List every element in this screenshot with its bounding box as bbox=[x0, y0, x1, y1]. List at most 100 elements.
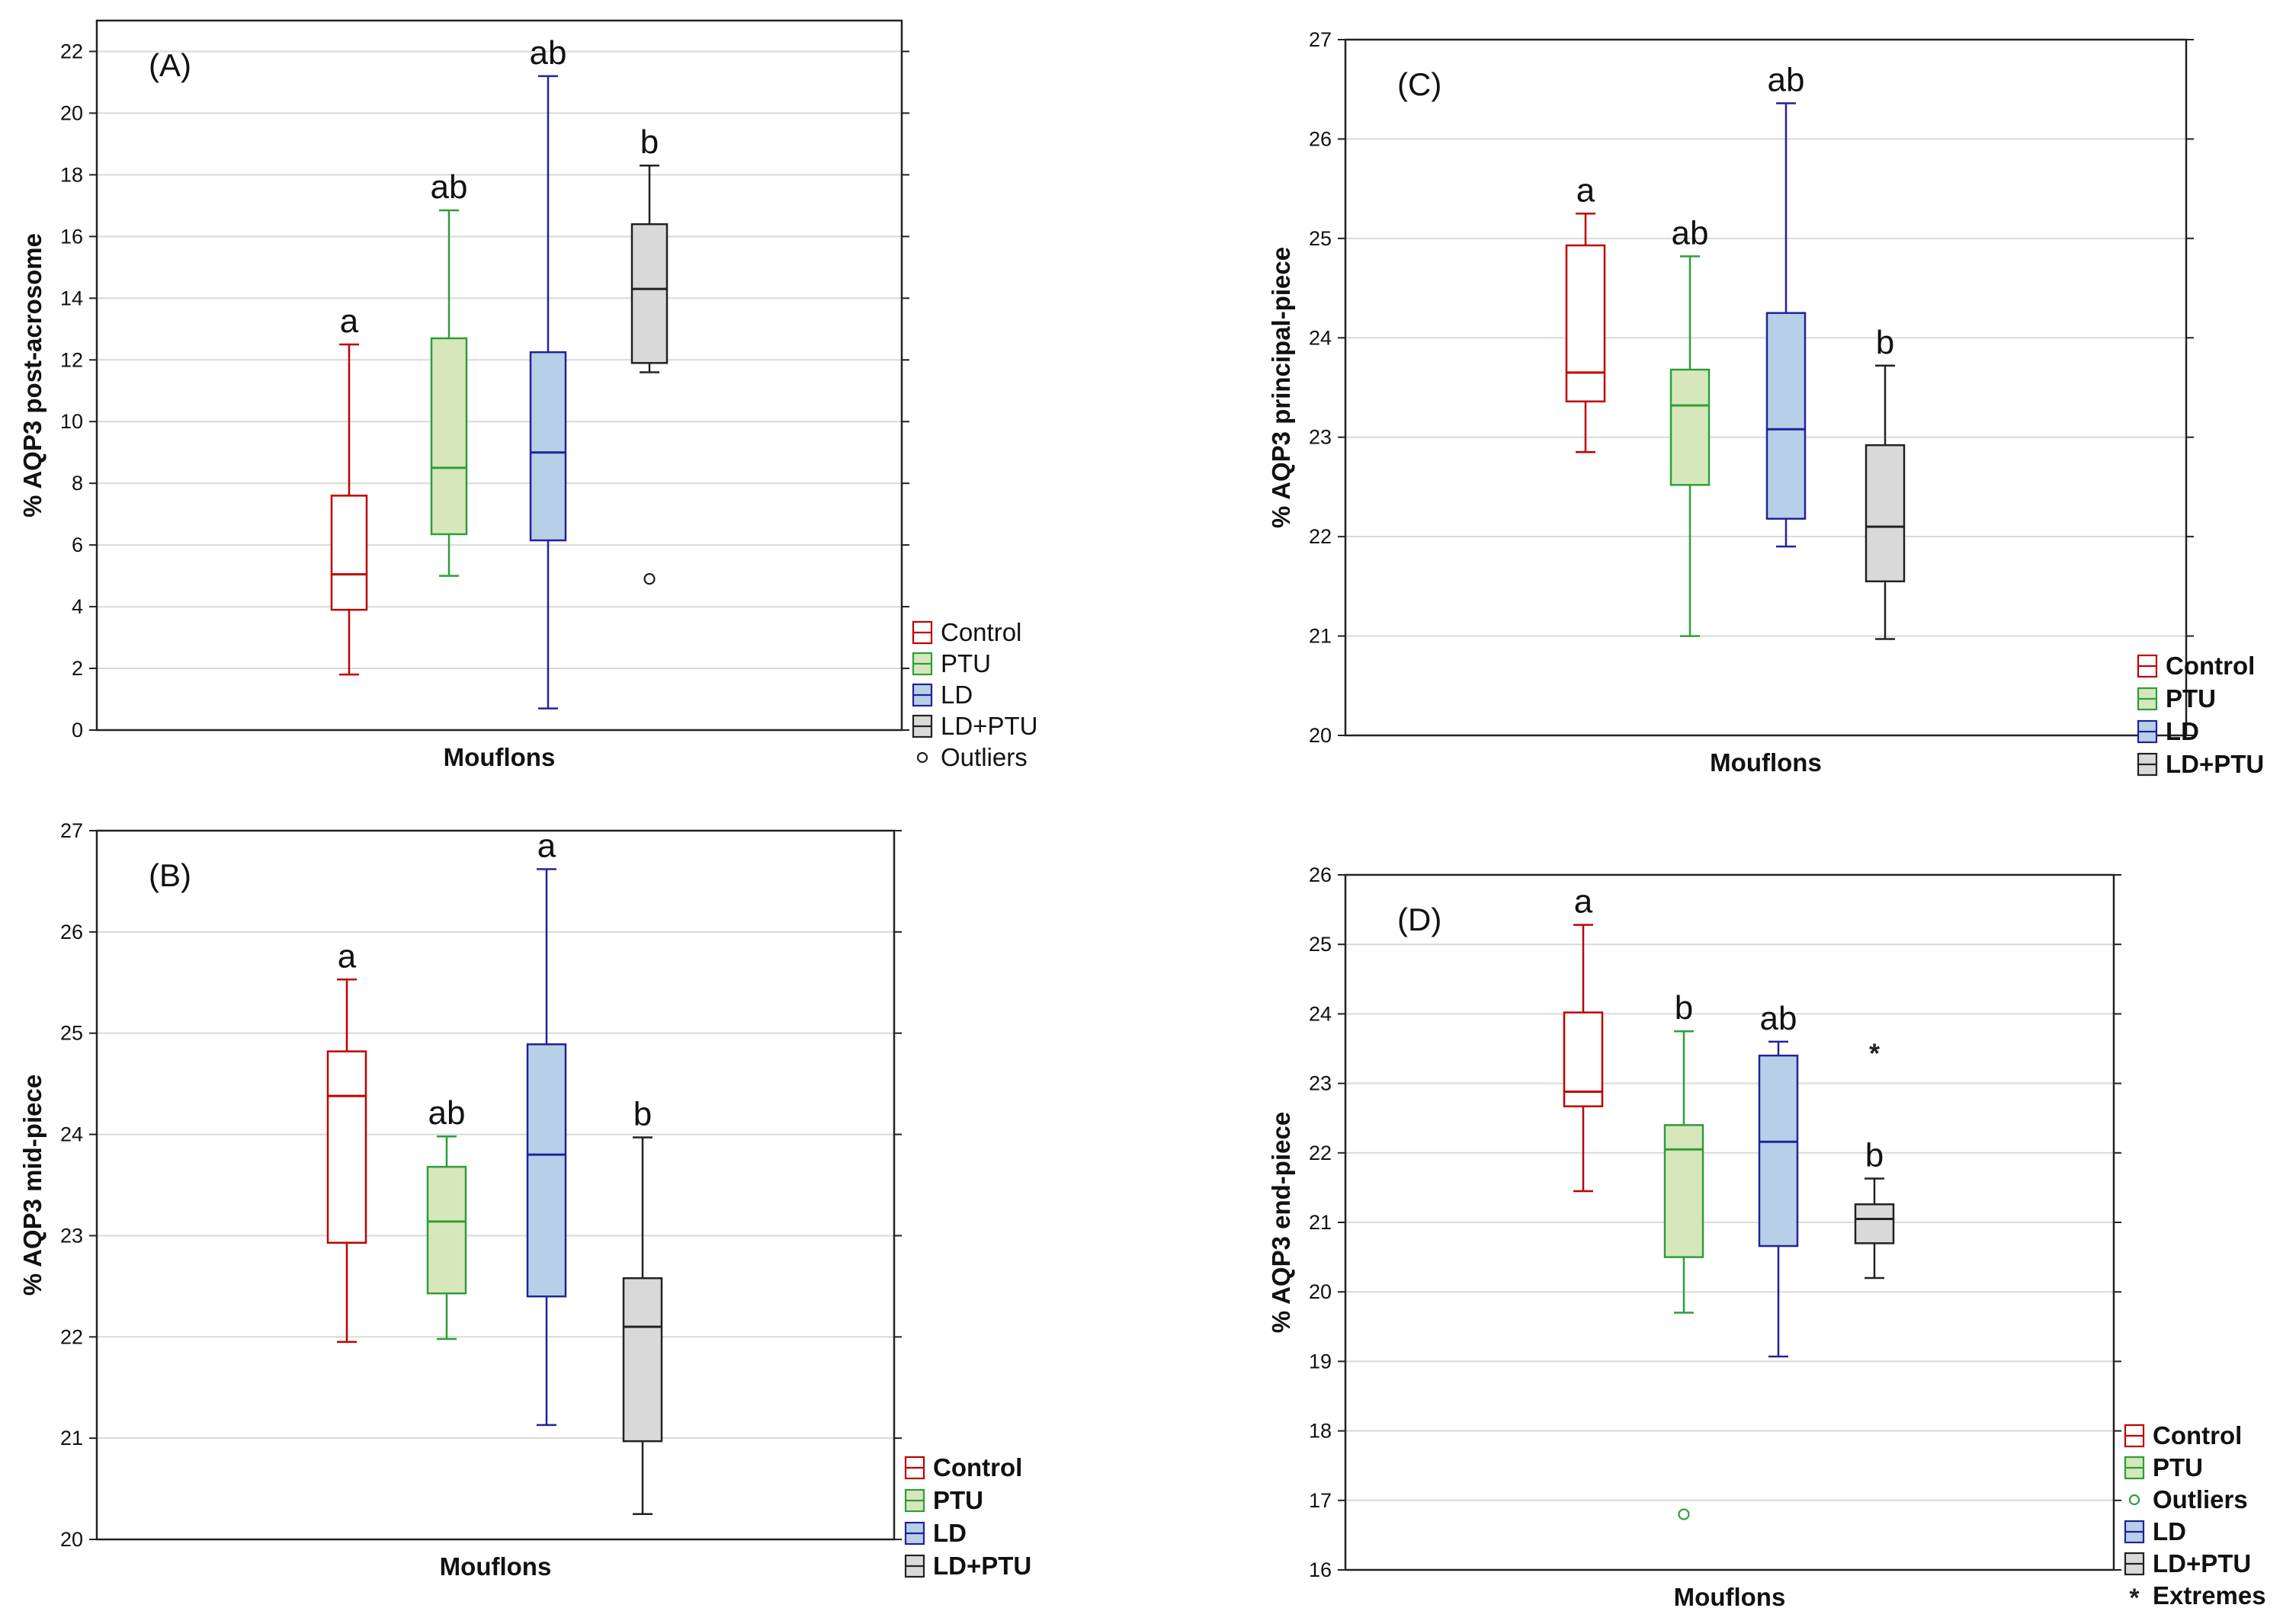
box-ld: ab bbox=[1758, 1000, 1799, 1358]
box-iqr bbox=[1669, 368, 1711, 486]
box-ptu: ab bbox=[430, 168, 468, 577]
y-tick-label: 23 bbox=[1309, 426, 1332, 449]
legend-item-ld-ptu: LD+PTU bbox=[912, 712, 1037, 740]
box-ptu: ab bbox=[426, 1094, 467, 1341]
significance-letter: b bbox=[633, 1096, 652, 1133]
y-axis-label: % AQP3 end-piece bbox=[1267, 1112, 1295, 1333]
legend-item-ld: LD bbox=[912, 681, 973, 709]
legend-label: PTU bbox=[933, 1486, 983, 1514]
y-tick-label: 25 bbox=[1309, 227, 1332, 250]
box-ld: ab bbox=[529, 34, 567, 709]
legend-item-ld: LD bbox=[904, 1519, 967, 1547]
legend-label: LD bbox=[2166, 717, 2199, 745]
box-iqr bbox=[630, 223, 669, 364]
y-tick-label: 20 bbox=[1309, 724, 1332, 747]
legend-item-ptu: PTU bbox=[2124, 1453, 2203, 1481]
y-tick-label: 21 bbox=[1309, 625, 1332, 648]
y-tick-label: 25 bbox=[1309, 933, 1332, 956]
legend-label: LD+PTU bbox=[2153, 1549, 2251, 1578]
y-tick-label: 27 bbox=[1309, 28, 1332, 51]
y-tick-label: 18 bbox=[1309, 1420, 1332, 1443]
box-control: a bbox=[1563, 883, 1604, 1193]
legend-item-control: Control bbox=[2124, 1421, 2242, 1449]
box-control: a bbox=[330, 303, 368, 676]
significance-letter: a bbox=[537, 827, 556, 864]
box-control: a bbox=[326, 937, 367, 1344]
legend-label: Outliers bbox=[941, 743, 1028, 771]
legend-item-extremes: * Extremes bbox=[2129, 1581, 2265, 1613]
y-tick-label: 18 bbox=[60, 163, 83, 186]
significance-letter: a bbox=[338, 937, 357, 975]
box-ld: a bbox=[526, 827, 567, 1427]
panel-label: (C) bbox=[1397, 66, 1441, 102]
significance-letter: b bbox=[1876, 324, 1894, 361]
y-tick-label: 23 bbox=[1309, 1072, 1332, 1095]
y-tick-label: 8 bbox=[72, 472, 83, 495]
legend-item-control: Control bbox=[2137, 652, 2255, 680]
box-ptu: b bbox=[1663, 989, 1704, 1520]
legend-item-ptu: PTU bbox=[912, 649, 991, 677]
legend-item-ptu: PTU bbox=[2137, 684, 2216, 713]
legend-label: LD bbox=[2153, 1517, 2186, 1546]
y-tick-label: 24 bbox=[1309, 326, 1332, 349]
y-tick-label: 16 bbox=[60, 225, 83, 248]
y-tick-label: 16 bbox=[1309, 1558, 1332, 1581]
significance-letter: a bbox=[340, 303, 359, 340]
plot-frame bbox=[1344, 38, 2188, 737]
legend-label: Control bbox=[2166, 652, 2255, 680]
outlier-point bbox=[643, 573, 656, 585]
extreme-point: * bbox=[1869, 1038, 1880, 1069]
legend-outlier-marker bbox=[2128, 1494, 2140, 1506]
panel-d: 16 17 18 19 20 21 22 23 24 25 26 (D) % AQP3 end-piec… bbox=[1267, 863, 2266, 1613]
y-tick-label: 12 bbox=[60, 348, 83, 371]
y-tick-label: 4 bbox=[72, 595, 83, 618]
significance-letter: ab bbox=[530, 34, 567, 72]
significance-letter: ab bbox=[1760, 1000, 1797, 1037]
legend-item-ld-ptu: LD+PTU bbox=[904, 1552, 1031, 1580]
box-control: a bbox=[1565, 171, 1606, 453]
y-tick-label: 19 bbox=[1309, 1350, 1332, 1373]
y-axis-label: % AQP3 principal-piece bbox=[1267, 247, 1295, 528]
legend-label: Control bbox=[933, 1453, 1022, 1481]
box-ld: ab bbox=[1765, 61, 1807, 548]
outlier-point bbox=[1678, 1508, 1690, 1520]
y-tick-label: 20 bbox=[1309, 1280, 1332, 1303]
box-iqr bbox=[529, 351, 567, 542]
x-axis-label: Mouflons bbox=[1710, 748, 1822, 777]
significance-letter: a bbox=[1576, 171, 1595, 209]
box-iqr bbox=[430, 337, 468, 536]
y-tick-label: 20 bbox=[60, 1528, 83, 1551]
box-iqr bbox=[330, 495, 368, 611]
significance-letter: b bbox=[1675, 989, 1693, 1027]
legend-label: LD+PTU bbox=[2166, 750, 2264, 778]
legend-item-outliers: Outliers bbox=[916, 743, 1028, 771]
x-axis-label: Mouflons bbox=[444, 743, 556, 771]
box-iqr bbox=[1765, 312, 1807, 520]
y-tick-label: 22 bbox=[60, 1325, 83, 1348]
significance-letter: b bbox=[640, 123, 659, 161]
box-iqr bbox=[1663, 1124, 1704, 1258]
legend-label: Control bbox=[941, 618, 1021, 646]
box-ld-ptu: b bbox=[1865, 324, 1906, 640]
y-axis-label: % AQP3 mid-piece bbox=[18, 1075, 46, 1296]
legend-outlier-marker bbox=[916, 751, 928, 764]
y-tick-label: 21 bbox=[60, 1427, 83, 1449]
box-ld-ptu: b bbox=[630, 123, 669, 585]
box-iqr bbox=[1854, 1203, 1895, 1244]
y-tick-label: 26 bbox=[1309, 127, 1332, 150]
legend: Control PTU LD LD+PTU bbox=[904, 1453, 1031, 1580]
legend-item-ld-ptu: LD+PTU bbox=[2137, 750, 2264, 778]
significance-letter: a bbox=[1574, 883, 1593, 921]
y-tick-label: 24 bbox=[1309, 1002, 1332, 1025]
legend-label: Outliers bbox=[2153, 1485, 2248, 1513]
significance-letter: b bbox=[1865, 1137, 1884, 1174]
legend-item-ld: LD bbox=[2137, 717, 2199, 745]
y-tick-label: 6 bbox=[72, 533, 83, 556]
box-iqr bbox=[1565, 244, 1606, 403]
x-axis-label: Mouflons bbox=[1674, 1583, 1786, 1611]
legend-item-outliers: Outliers bbox=[2128, 1485, 2248, 1513]
legend-label: PTU bbox=[2153, 1453, 2203, 1481]
panel-label: (A) bbox=[149, 47, 191, 83]
panel-b: 20 21 22 23 24 25 26 27 (B) % AQP3 mid-piece Moufl… bbox=[18, 819, 1031, 1581]
legend: Control PTU Outliers LD LD+PTU * Extremes bbox=[2124, 1421, 2266, 1613]
